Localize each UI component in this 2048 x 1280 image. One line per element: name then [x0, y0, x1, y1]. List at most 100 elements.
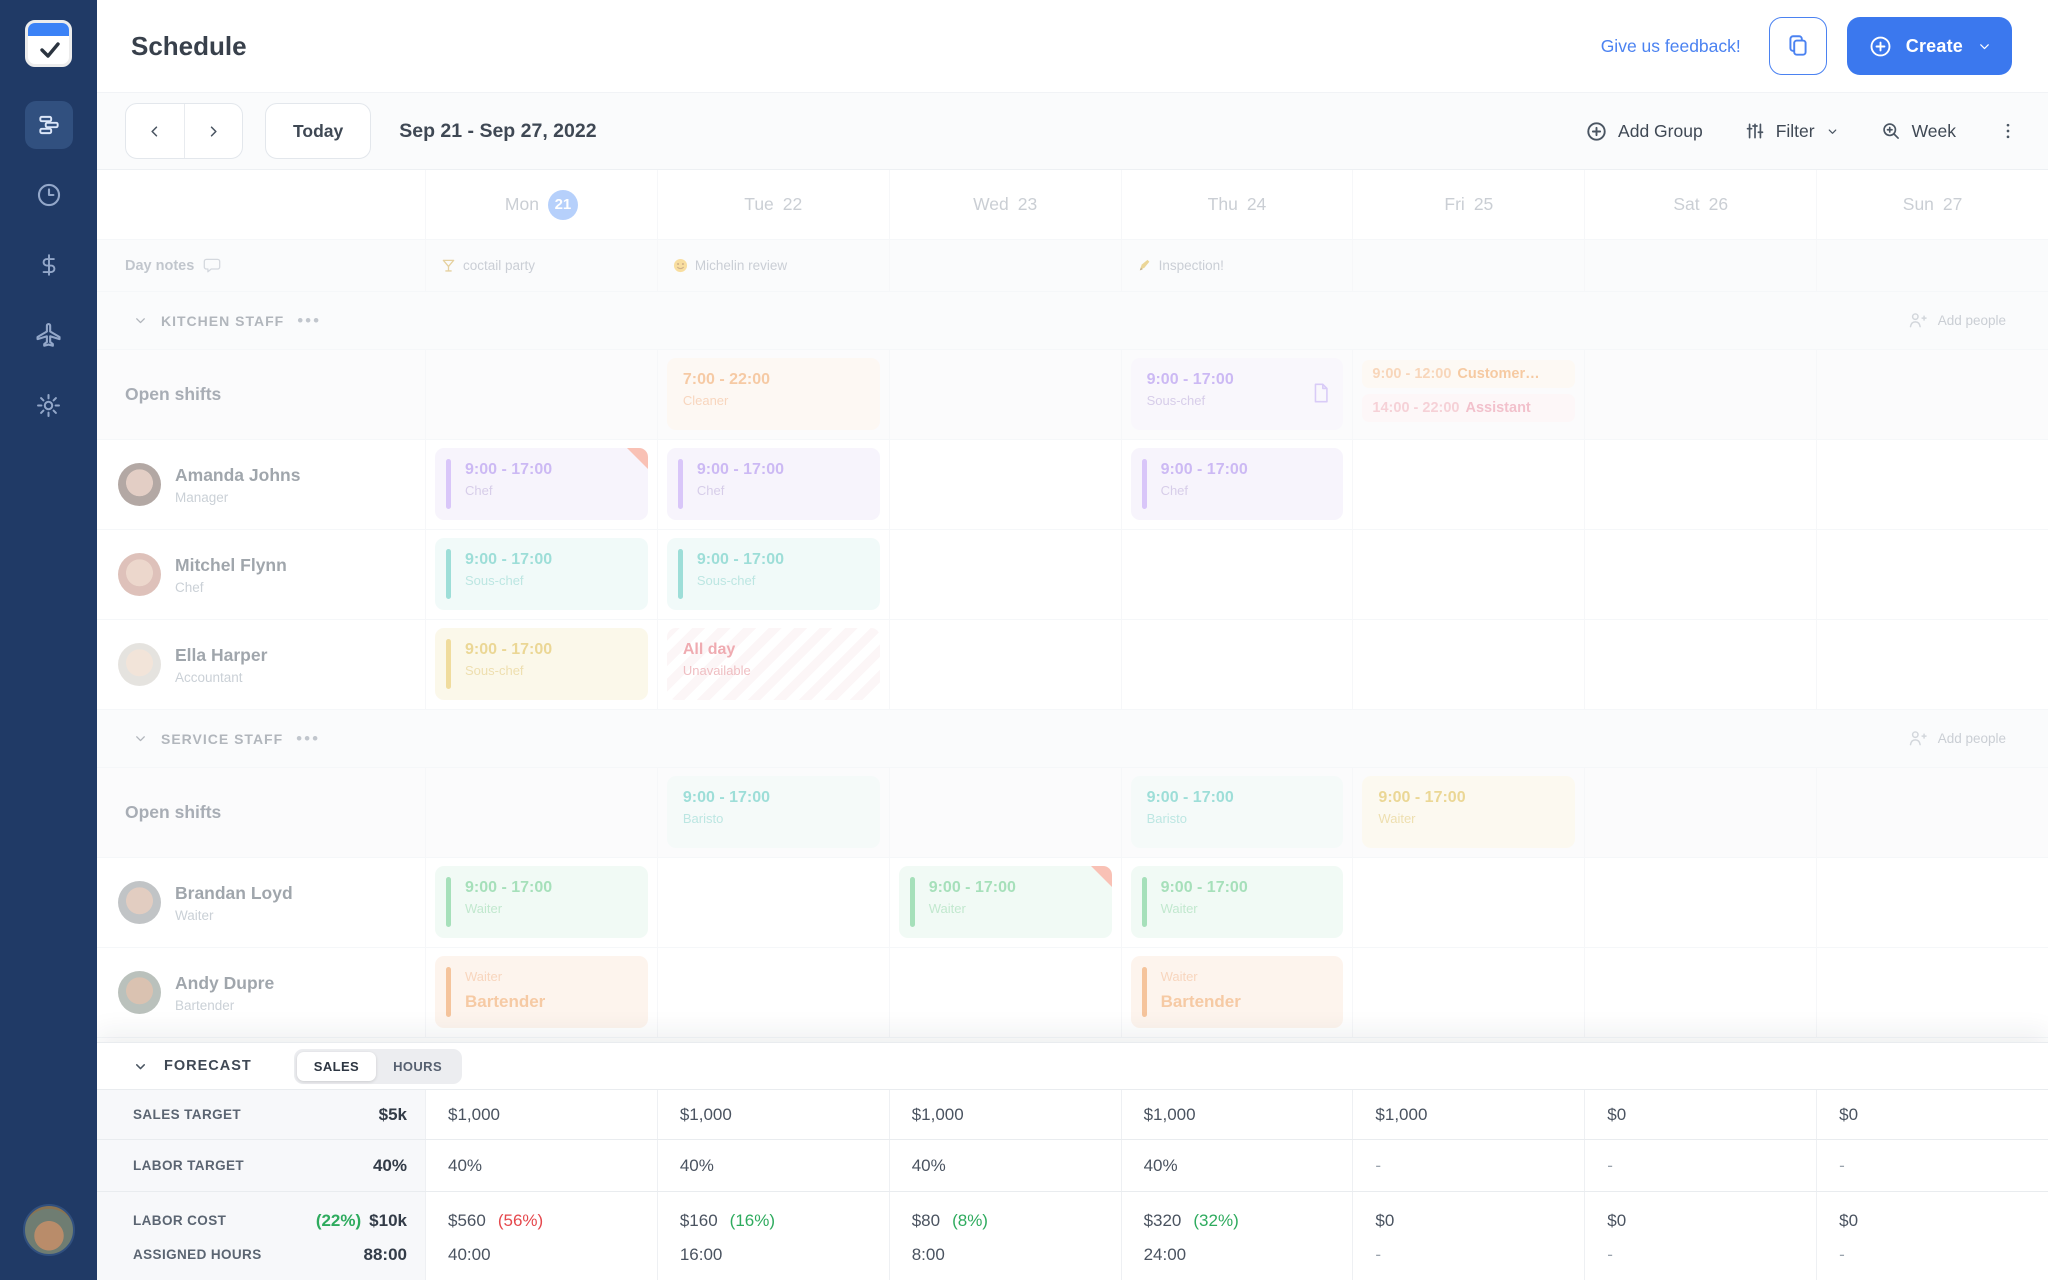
schedule-cell[interactable] — [1816, 440, 2048, 529]
sidebar-item-finance[interactable] — [25, 241, 73, 289]
day-note-cell[interactable]: coctail party — [425, 240, 657, 291]
schedule-cell[interactable] — [1352, 530, 1584, 619]
schedule-cell[interactable] — [1816, 620, 2048, 709]
schedule-cell[interactable] — [1584, 768, 1816, 857]
schedule-cell[interactable] — [1584, 350, 1816, 439]
sidebar-item-schedule[interactable] — [24, 101, 73, 149]
schedule-cell[interactable] — [1352, 858, 1584, 947]
schedule-cell[interactable] — [425, 768, 657, 857]
day-note-cell[interactable] — [888, 240, 1121, 291]
add-people-button[interactable]: Add people — [1907, 310, 2006, 331]
schedule-cell[interactable] — [1352, 620, 1584, 709]
schedule-cell[interactable]: 9:00 - 17:00 Sous-chef — [1120, 350, 1353, 439]
shift-card[interactable]: 9:00 - 17:00 Chef — [1130, 448, 1344, 520]
schedule-cell[interactable] — [888, 948, 1121, 1037]
schedule-cell[interactable]: 9:00 - 17:00 Waiter — [888, 858, 1121, 947]
schedule-cell[interactable]: 9:00 - 17:00 Baristo — [1120, 768, 1353, 857]
schedule-cell[interactable]: 9:00 - 17:00 Waiter — [1352, 768, 1584, 857]
shift-card[interactable]: 9:00 - 12:00 Customer… — [1362, 360, 1576, 388]
schedule-cell[interactable] — [888, 768, 1121, 857]
shift-card[interactable]: 9:00 - 17:00 Sous-chef — [435, 538, 648, 610]
prev-week-button[interactable] — [126, 104, 185, 158]
today-button[interactable]: Today — [265, 103, 372, 159]
day-note-cell[interactable]: Inspection! — [1120, 240, 1353, 291]
more-options-button[interactable] — [1998, 121, 2018, 141]
schedule-cell[interactable]: 7:00 - 22:00 Cleaner — [656, 350, 889, 439]
sidebar-item-time-clock[interactable] — [25, 171, 73, 219]
shift-card[interactable]: 9:00 - 17:00 Waiter — [898, 866, 1112, 938]
shift-card[interactable]: 9:00 - 17:00 Sous-chef — [666, 538, 880, 610]
shift-card[interactable]: 9:00 - 17:00 Chef — [666, 448, 880, 520]
schedule-cell[interactable] — [1816, 768, 2048, 857]
schedule-cell[interactable] — [1584, 948, 1816, 1037]
schedule-cell[interactable]: Waiter Bartender — [1120, 948, 1353, 1037]
collapse-group-icon[interactable] — [133, 731, 148, 746]
schedule-cell[interactable]: 9:00 - 17:00 Baristo — [656, 768, 889, 857]
schedule-cell[interactable] — [1352, 440, 1584, 529]
schedule-cell[interactable]: 9:00 - 17:00 Chef — [656, 440, 889, 529]
schedule-cell[interactable]: 9:00 - 17:00 Chef — [425, 440, 657, 529]
shift-card[interactable]: 9:00 - 17:00 Chef — [435, 448, 648, 520]
collapse-forecast-icon[interactable] — [133, 1059, 148, 1074]
shift-card[interactable]: 9:00 - 17:00 Sous-chef — [1130, 358, 1344, 430]
app-logo-calendar-icon[interactable] — [25, 20, 72, 67]
day-note-cell[interactable]: Michelin review — [656, 240, 889, 291]
shift-card[interactable]: 9:00 - 17:00 Waiter — [1130, 866, 1344, 938]
schedule-cell[interactable] — [888, 620, 1121, 709]
feedback-link[interactable]: Give us feedback! — [1600, 35, 1741, 56]
sidebar-item-settings[interactable] — [25, 381, 73, 429]
schedule-cell[interactable] — [1120, 620, 1353, 709]
unavailable-card[interactable]: All day Unavailable — [666, 628, 880, 700]
collapse-group-icon[interactable] — [133, 313, 148, 328]
schedule-cell[interactable]: 9:00 - 17:00 Chef — [1120, 440, 1353, 529]
schedule-cell[interactable] — [425, 350, 657, 439]
shift-card[interactable]: 9:00 - 17:00 Waiter — [1362, 776, 1576, 848]
tab-hours[interactable]: HOURS — [393, 1058, 443, 1074]
schedule-cell[interactable] — [1816, 530, 2048, 619]
schedule-cell[interactable]: 9:00 - 17:00 Sous-chef — [425, 620, 657, 709]
day-note-cell[interactable] — [1352, 240, 1584, 291]
schedule-cell[interactable] — [656, 948, 889, 1037]
shift-card[interactable]: 14:00 - 22:00 Assistant — [1362, 394, 1576, 422]
schedule-cell[interactable] — [1584, 440, 1816, 529]
schedule-cell[interactable]: All day Unavailable — [656, 620, 889, 709]
shift-card[interactable]: Waiter Bartender — [1130, 956, 1344, 1028]
group-more-icon[interactable]: ••• — [296, 728, 321, 748]
schedule-cell[interactable] — [1584, 530, 1816, 619]
schedule-cell[interactable]: 9:00 - 17:00 Waiter — [1120, 858, 1353, 947]
schedule-cell[interactable] — [1816, 858, 2048, 947]
schedule-cell[interactable] — [1352, 948, 1584, 1037]
day-note-cell[interactable] — [1584, 240, 1816, 291]
filter-button[interactable]: Filter — [1745, 121, 1839, 142]
schedule-cell[interactable] — [1584, 858, 1816, 947]
schedule-cell[interactable]: 9:00 - 17:00 Sous-chef — [656, 530, 889, 619]
schedule-cell[interactable] — [656, 858, 889, 947]
schedule-cell[interactable]: 9:00 - 17:00 Sous-chef — [425, 530, 657, 619]
shift-card[interactable]: 9:00 - 17:00 Waiter — [435, 866, 648, 938]
shift-card[interactable]: 9:00 - 17:00 Baristo — [666, 776, 880, 848]
shift-card[interactable]: 7:00 - 22:00 Cleaner — [666, 358, 880, 430]
next-week-button[interactable] — [185, 104, 243, 158]
schedule-cell[interactable]: 9:00 - 17:00 Waiter — [425, 858, 657, 947]
schedule-cell[interactable] — [1584, 620, 1816, 709]
add-people-button[interactable]: Add people — [1907, 728, 2006, 749]
day-note-cell[interactable] — [1816, 240, 2048, 291]
schedule-cell[interactable] — [888, 440, 1121, 529]
shift-card[interactable]: 9:00 - 17:00 Sous-chef — [435, 628, 648, 700]
create-button[interactable]: Create — [1846, 17, 2012, 75]
schedule-cell[interactable] — [888, 350, 1121, 439]
tab-sales[interactable]: SALES — [296, 1051, 377, 1081]
schedule-cell[interactable] — [1816, 350, 2048, 439]
shift-card[interactable]: Waiter Bartender — [435, 956, 648, 1028]
schedule-cell[interactable]: Waiter Bartender — [425, 948, 657, 1037]
copy-schedule-button[interactable] — [1768, 17, 1827, 75]
schedule-cell[interactable] — [1816, 948, 2048, 1037]
schedule-cell[interactable] — [888, 530, 1121, 619]
zoom-view-button[interactable]: Week — [1881, 121, 1956, 142]
add-group-button[interactable]: Add Group — [1586, 121, 1703, 142]
user-avatar[interactable] — [23, 1204, 75, 1256]
schedule-cell[interactable]: 9:00 - 12:00 Customer… 14:00 - 22:00 Assist… — [1352, 350, 1584, 439]
group-more-icon[interactable]: ••• — [297, 310, 322, 330]
shift-card[interactable]: 9:00 - 17:00 Baristo — [1130, 776, 1344, 848]
schedule-cell[interactable] — [1120, 530, 1353, 619]
